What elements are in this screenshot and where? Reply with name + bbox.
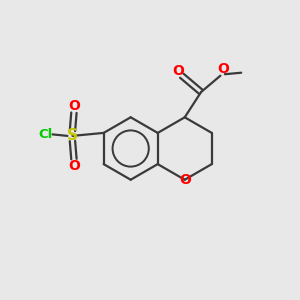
Text: O: O bbox=[217, 62, 229, 76]
Text: O: O bbox=[68, 99, 80, 113]
Text: O: O bbox=[179, 173, 191, 187]
Text: O: O bbox=[68, 159, 80, 172]
Text: O: O bbox=[172, 64, 184, 78]
Text: S: S bbox=[67, 128, 78, 143]
Text: Cl: Cl bbox=[39, 128, 53, 141]
